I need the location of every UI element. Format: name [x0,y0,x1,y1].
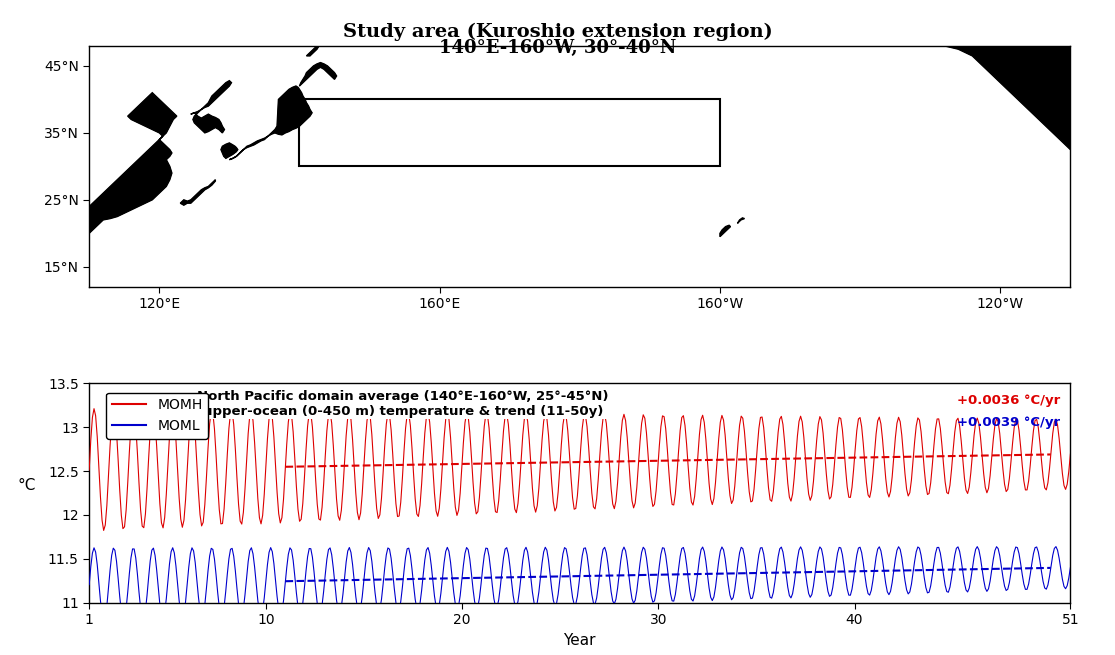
Polygon shape [307,46,319,56]
Text: 140°E-160°W, 30°-40°N: 140°E-160°W, 30°-40°N [439,39,676,57]
Polygon shape [737,218,745,223]
Legend: MOMH, MOML: MOMH, MOML [106,392,209,439]
Text: +0.0039 °C/yr: +0.0039 °C/yr [958,417,1060,430]
Text: Study area (Kuroshio extension region): Study area (Kuroshio extension region) [342,23,773,41]
Text: North Pacific domain average (140°E-160°W, 25°-45°N)
upper-ocean (0-450 m) tempe: North Pacific domain average (140°E-160°… [197,390,609,418]
Bar [89,33,1070,66]
Bar [300,100,720,166]
Polygon shape [191,81,232,133]
Y-axis label: °C: °C [18,478,37,493]
Polygon shape [221,143,237,159]
Polygon shape [89,93,177,233]
X-axis label: Year: Year [563,633,597,648]
Polygon shape [230,86,312,160]
Polygon shape [181,179,215,205]
Text: +0.0036 °C/yr: +0.0036 °C/yr [958,394,1060,407]
Polygon shape [300,63,337,86]
Polygon shape [930,46,1070,149]
Polygon shape [720,225,730,236]
